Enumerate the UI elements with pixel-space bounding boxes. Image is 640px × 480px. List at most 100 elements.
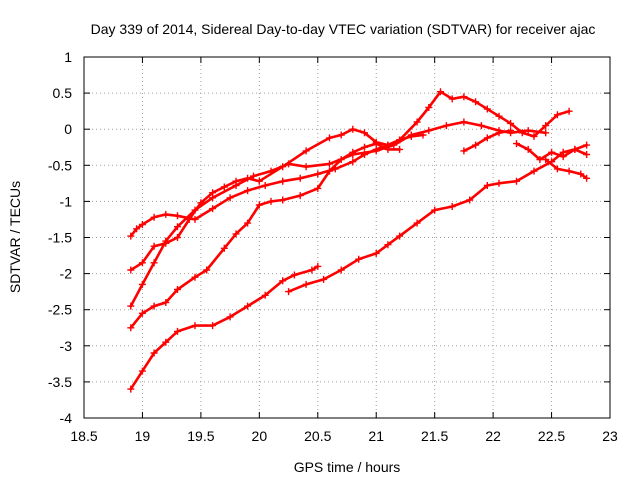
data-point (507, 119, 515, 127)
data-point (138, 221, 146, 228)
data-point (220, 183, 228, 191)
data-point (553, 165, 561, 173)
data-point (220, 244, 228, 252)
data-point (460, 147, 468, 155)
data-point (530, 132, 538, 140)
data-point (209, 194, 217, 202)
data-point (326, 134, 333, 142)
data-point (384, 241, 392, 249)
data-point (314, 170, 322, 178)
data-point (150, 302, 158, 310)
series-trace (129, 90, 571, 272)
data-point (337, 266, 345, 274)
data-point (150, 242, 158, 250)
data-point (209, 205, 217, 213)
data-point (413, 118, 421, 126)
y-tick-label: -2 (60, 266, 73, 282)
data-point (507, 127, 515, 135)
data-point (483, 105, 491, 113)
data-point (448, 95, 456, 103)
data-point (349, 148, 357, 156)
data-point (191, 273, 199, 281)
data-point (548, 148, 556, 156)
data-point (226, 313, 234, 321)
data-point (483, 134, 491, 142)
x-axis-label: GPS time / hours (294, 459, 401, 475)
data-point (191, 206, 199, 214)
x-tick-label: 23 (602, 428, 618, 444)
data-point (571, 145, 579, 153)
data-point (133, 225, 141, 233)
y-tick-label: 0 (64, 121, 72, 137)
y-tick-label: 0.5 (53, 85, 73, 101)
data-series (542, 156, 591, 182)
data-point (553, 111, 561, 119)
data-point (372, 147, 380, 155)
data-point (320, 275, 328, 283)
y-tick-label: 1 (64, 49, 72, 65)
data-point (431, 206, 439, 214)
data-point (162, 237, 170, 245)
data-point (244, 187, 252, 195)
data-point (542, 129, 550, 137)
y-tick-labels: -4 -3.5 -3 -2.5 -2 -1.5 -1 -0.5 0 0.5 1 (48, 49, 72, 426)
data-series (127, 118, 550, 310)
x-tick-labels: 18.5 19 19.5 20 20.5 21 21.5 22 22.5 23 (70, 428, 618, 444)
data-point (290, 271, 298, 279)
data-point (513, 177, 520, 185)
data-point (326, 167, 333, 175)
data-point (127, 385, 135, 393)
x-tick-label: 21.5 (421, 428, 448, 444)
data-point (583, 174, 591, 182)
data-point (460, 118, 468, 126)
data-point (261, 182, 269, 189)
data-point (460, 93, 468, 101)
x-tick-label: 18.5 (70, 428, 97, 444)
data-point (138, 309, 146, 317)
axis-ticks (83, 56, 611, 419)
data-point (583, 151, 591, 158)
data-point (472, 98, 480, 106)
data-point (466, 196, 474, 204)
y-axis-label: SDTVAR / TECUs (7, 181, 23, 293)
data-point (232, 230, 240, 238)
data-point (138, 259, 146, 267)
data-series (127, 262, 322, 393)
data-point (255, 201, 263, 209)
data-point (174, 286, 181, 293)
data-point (524, 145, 532, 153)
data-point (372, 249, 380, 257)
data-point (174, 327, 181, 335)
data-series (127, 88, 573, 274)
y-tick-label: -4 (60, 410, 73, 426)
data-point (565, 107, 573, 115)
data-series (127, 140, 404, 332)
y-tick-label: -0.5 (48, 157, 72, 173)
data-point (448, 203, 456, 210)
data-point (355, 255, 363, 263)
x-tick-label: 20.5 (304, 428, 331, 444)
data-point (565, 167, 573, 175)
x-tick-label: 21 (368, 428, 384, 444)
data-point (174, 223, 181, 231)
x-tick-label: 20 (252, 428, 268, 444)
data-point (495, 129, 503, 137)
data-point (483, 182, 491, 189)
data-point (308, 266, 316, 274)
data-series (460, 127, 515, 155)
data-point (542, 156, 550, 163)
data-point (390, 141, 398, 149)
data-point (314, 262, 322, 270)
data-point (261, 291, 269, 299)
data-point (162, 210, 170, 218)
plot-frame (83, 56, 611, 419)
data-point (279, 177, 287, 185)
data-point (162, 299, 170, 306)
data-point (314, 184, 322, 192)
data-point (349, 125, 357, 133)
x-tick-label: 19 (135, 428, 151, 444)
data-point (127, 232, 135, 240)
y-tick-label: -3 (60, 338, 73, 354)
data-point (127, 324, 135, 332)
